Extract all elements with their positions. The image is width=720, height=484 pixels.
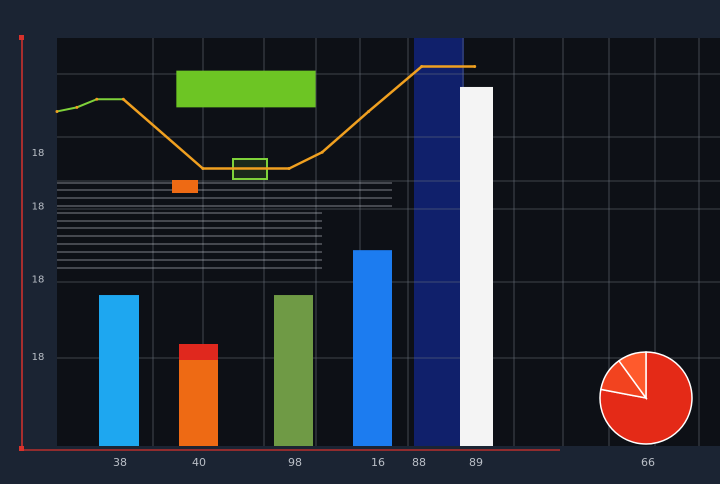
bar-2-cap	[179, 344, 218, 360]
line-point-3	[95, 97, 99, 101]
highlight-bar	[176, 70, 316, 108]
x-tick-label-5: 88	[412, 456, 426, 469]
y-tick-label-4: 18	[32, 148, 45, 159]
x-tick-labels: 38 40 98 16 88 89 66	[113, 456, 655, 469]
line-series-start	[56, 98, 124, 113]
y-tick-label-3: 18	[32, 201, 45, 212]
bar-5	[460, 86, 493, 447]
axis-bottom-marker	[19, 446, 24, 451]
axes	[19, 35, 560, 451]
line-series	[55, 65, 477, 193]
y-tick-label-1: 18	[32, 352, 45, 363]
y-tick-labels: 18 18 18 18	[32, 148, 45, 363]
line-point-9	[420, 65, 424, 69]
bar-2	[179, 344, 218, 446]
line-point-5	[201, 167, 205, 171]
line-point-4	[121, 97, 125, 101]
x-tick-label-3: 98	[288, 456, 302, 469]
x-tick-label-6: 89	[469, 456, 483, 469]
line-point-1	[55, 109, 59, 113]
line-point-10	[473, 65, 477, 69]
axis-top-marker	[19, 35, 24, 40]
x-tick-label-1: 38	[113, 456, 127, 469]
line-point-2	[75, 105, 79, 109]
bars	[99, 86, 493, 447]
x-tick-label-4: 16	[371, 456, 385, 469]
line-point-6	[287, 167, 291, 171]
bar-4	[353, 250, 392, 446]
line-point-7	[320, 150, 324, 154]
pie-chart	[599, 351, 693, 445]
x-tick-label-2: 40	[192, 456, 206, 469]
y-tick-label-2: 18	[32, 275, 45, 286]
highlight-band	[414, 38, 464, 446]
bar-1	[99, 295, 139, 446]
bar-3	[274, 295, 313, 446]
reference-lines	[57, 182, 392, 269]
small-marker	[172, 180, 198, 193]
x-tick-label-7: 66	[641, 456, 655, 469]
pie-slice-3	[617, 351, 647, 401]
line-point-8	[367, 109, 371, 113]
